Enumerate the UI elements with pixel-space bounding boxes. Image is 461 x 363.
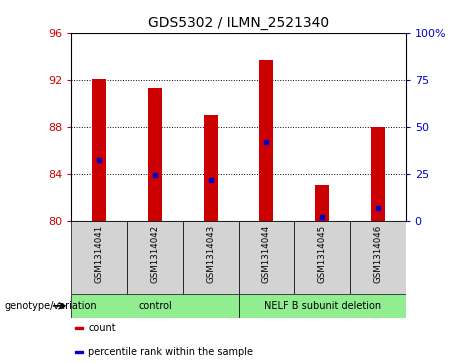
Bar [183,221,238,294]
Bar [260,60,273,221]
Text: GSM1314044: GSM1314044 [262,225,271,283]
Bar [92,79,106,221]
Text: NELF B subunit deletion: NELF B subunit deletion [264,301,381,311]
Text: control: control [138,301,172,311]
Text: GSM1314046: GSM1314046 [373,225,382,283]
Text: GSM1314045: GSM1314045 [318,225,327,283]
Text: GSM1314043: GSM1314043 [206,225,215,283]
Bar [294,221,350,294]
Bar [148,88,162,221]
Text: genotype/variation: genotype/variation [5,301,97,311]
Bar [315,185,329,221]
Bar [75,351,83,354]
Bar [71,294,239,318]
Text: GSM1314042: GSM1314042 [150,225,160,283]
Bar [75,327,83,330]
Bar [71,221,127,294]
Bar [350,221,406,294]
Title: GDS5302 / ILMN_2521340: GDS5302 / ILMN_2521340 [148,16,329,30]
Text: count: count [88,323,116,333]
Text: percentile rank within the sample: percentile rank within the sample [88,347,253,357]
Bar [371,127,385,221]
Bar [127,221,183,294]
Bar [204,115,218,221]
Bar [238,294,406,318]
Text: GSM1314041: GSM1314041 [95,225,104,283]
Bar [238,221,294,294]
